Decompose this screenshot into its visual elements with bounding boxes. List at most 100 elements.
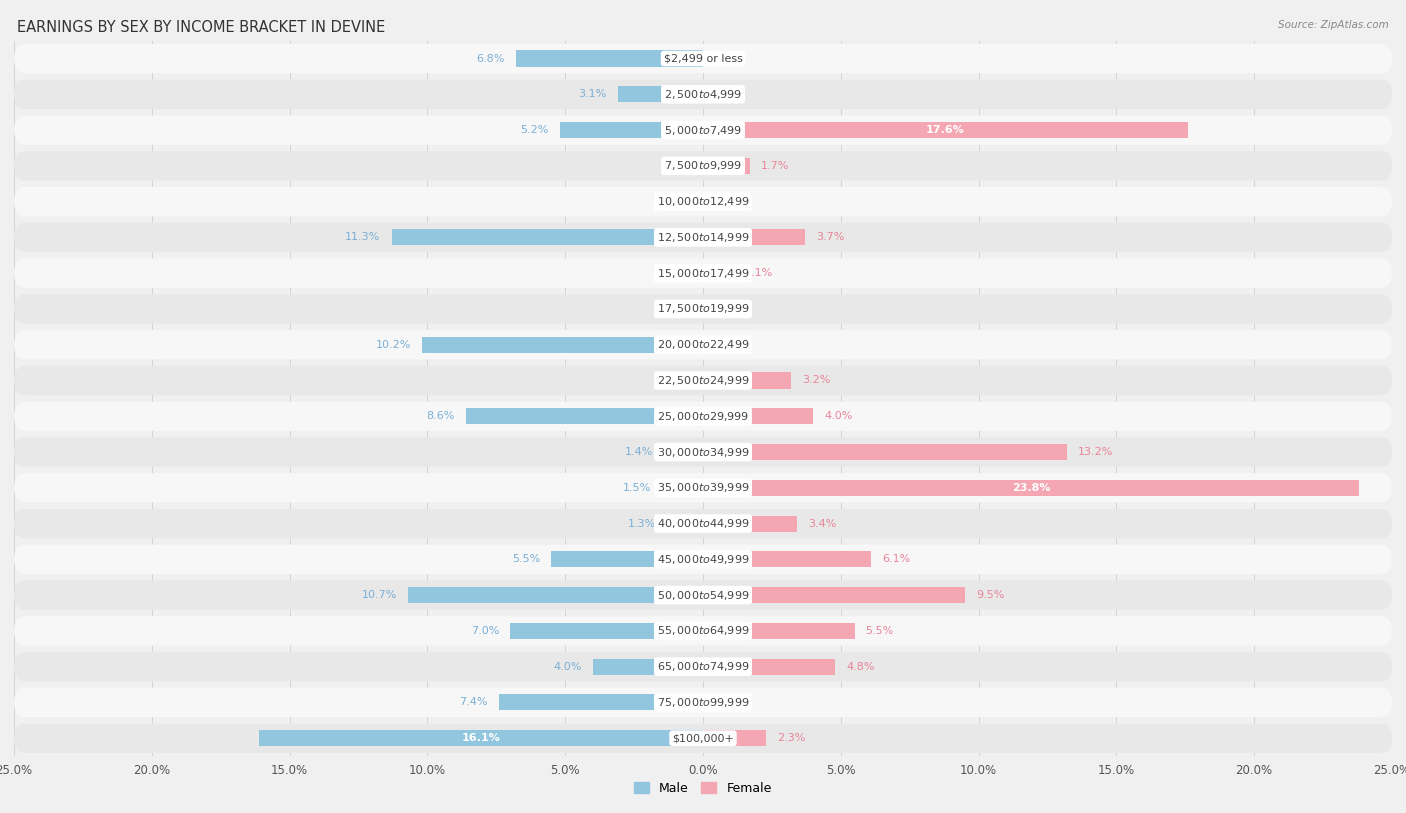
Bar [516,50,703,67]
FancyBboxPatch shape [14,115,1392,145]
Text: $5,000 to $7,499: $5,000 to $7,499 [664,124,742,137]
FancyBboxPatch shape [14,652,1392,681]
Text: 3.1%: 3.1% [578,89,606,99]
Text: 4.0%: 4.0% [824,411,852,421]
Legend: Male, Female: Male, Female [630,777,776,800]
Text: 5.5%: 5.5% [512,554,540,564]
FancyBboxPatch shape [14,259,1392,288]
FancyBboxPatch shape [14,545,1392,574]
FancyBboxPatch shape [14,366,1392,395]
FancyBboxPatch shape [14,294,1392,324]
Text: 0.0%: 0.0% [714,197,742,207]
Bar [703,158,749,174]
Text: $100,000+: $100,000+ [672,733,734,743]
Bar [392,229,703,246]
Text: 23.8%: 23.8% [1012,483,1050,493]
Text: $35,000 to $39,999: $35,000 to $39,999 [657,481,749,494]
FancyBboxPatch shape [14,44,1392,73]
Text: 2.3%: 2.3% [778,733,806,743]
Text: 0.0%: 0.0% [714,54,742,63]
Text: 3.4%: 3.4% [807,519,837,528]
FancyBboxPatch shape [14,80,1392,109]
Text: 5.2%: 5.2% [520,125,548,135]
Bar [665,444,703,460]
Text: 1.3%: 1.3% [628,519,657,528]
Text: 9.5%: 9.5% [976,590,1004,600]
Bar [703,551,872,567]
Text: 0.0%: 0.0% [714,304,742,314]
Bar [593,659,703,675]
Text: 11.3%: 11.3% [346,233,381,242]
Text: 13.2%: 13.2% [1078,447,1114,457]
Bar [703,444,1067,460]
Text: 1.4%: 1.4% [626,447,654,457]
FancyBboxPatch shape [14,509,1392,538]
Bar [465,408,703,424]
Text: 3.7%: 3.7% [815,233,845,242]
Text: $30,000 to $34,999: $30,000 to $34,999 [657,446,749,459]
Text: $20,000 to $22,499: $20,000 to $22,499 [657,338,749,351]
Text: 0.0%: 0.0% [664,268,692,278]
Text: $12,500 to $14,999: $12,500 to $14,999 [657,231,749,244]
Text: 0.0%: 0.0% [664,197,692,207]
Bar [703,623,855,639]
Bar [510,623,703,639]
Bar [408,587,703,603]
Text: 4.0%: 4.0% [554,662,582,672]
Bar [703,229,806,246]
Text: 0.0%: 0.0% [714,89,742,99]
Bar [259,730,703,746]
Text: 17.6%: 17.6% [927,125,965,135]
Text: 1.7%: 1.7% [761,161,789,171]
FancyBboxPatch shape [14,402,1392,431]
Bar [703,122,1188,138]
Bar [703,659,835,675]
Text: $65,000 to $74,999: $65,000 to $74,999 [657,660,749,673]
Bar [668,515,703,532]
Text: 1.5%: 1.5% [623,483,651,493]
Text: $22,500 to $24,999: $22,500 to $24,999 [657,374,749,387]
Text: $17,500 to $19,999: $17,500 to $19,999 [657,302,749,315]
Text: $15,000 to $17,499: $15,000 to $17,499 [657,267,749,280]
Text: 0.0%: 0.0% [714,698,742,707]
Bar [703,730,766,746]
FancyBboxPatch shape [14,151,1392,180]
Bar [703,372,792,389]
Text: 7.4%: 7.4% [460,698,488,707]
Text: $45,000 to $49,999: $45,000 to $49,999 [657,553,749,566]
Bar [499,694,703,711]
Text: 1.1%: 1.1% [744,268,772,278]
Bar [422,337,703,353]
Text: 0.0%: 0.0% [664,376,692,385]
FancyBboxPatch shape [14,724,1392,753]
Text: 0.0%: 0.0% [664,161,692,171]
Text: 10.2%: 10.2% [375,340,411,350]
Text: 7.0%: 7.0% [471,626,499,636]
Text: 0.0%: 0.0% [664,304,692,314]
Bar [703,480,1358,496]
Bar [617,86,703,102]
Text: 6.1%: 6.1% [882,554,910,564]
Text: $50,000 to $54,999: $50,000 to $54,999 [657,589,749,602]
Text: 0.0%: 0.0% [714,340,742,350]
Bar [703,408,813,424]
Text: 10.7%: 10.7% [361,590,396,600]
FancyBboxPatch shape [14,187,1392,216]
Text: $25,000 to $29,999: $25,000 to $29,999 [657,410,749,423]
Bar [703,265,734,281]
Text: Source: ZipAtlas.com: Source: ZipAtlas.com [1278,20,1389,30]
Text: $2,500 to $4,999: $2,500 to $4,999 [664,88,742,101]
Text: 3.2%: 3.2% [803,376,831,385]
Bar [560,122,703,138]
FancyBboxPatch shape [14,616,1392,646]
Text: 8.6%: 8.6% [426,411,456,421]
FancyBboxPatch shape [14,688,1392,717]
Bar [551,551,703,567]
Text: 16.1%: 16.1% [461,733,501,743]
Text: $2,499 or less: $2,499 or less [664,54,742,63]
Text: 5.5%: 5.5% [866,626,894,636]
Text: 6.8%: 6.8% [477,54,505,63]
Text: EARNINGS BY SEX BY INCOME BRACKET IN DEVINE: EARNINGS BY SEX BY INCOME BRACKET IN DEV… [17,20,385,35]
Bar [703,515,797,532]
Text: $7,500 to $9,999: $7,500 to $9,999 [664,159,742,172]
